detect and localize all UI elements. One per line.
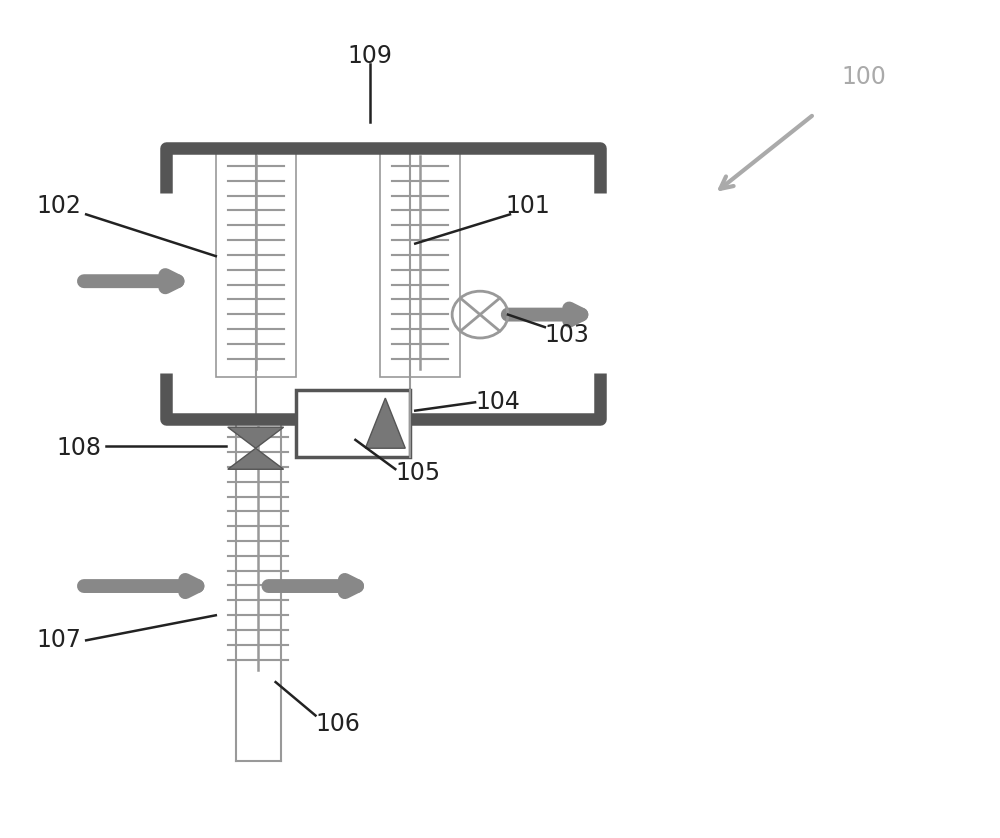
- Polygon shape: [228, 427, 284, 448]
- Text: 102: 102: [36, 194, 81, 218]
- Text: 107: 107: [36, 628, 81, 652]
- Text: 100: 100: [842, 65, 886, 89]
- Polygon shape: [365, 398, 405, 448]
- Bar: [216, 147, 296, 377]
- Polygon shape: [228, 448, 284, 469]
- Text: 106: 106: [316, 711, 360, 736]
- Bar: [296, 390, 410, 457]
- Bar: [380, 147, 460, 377]
- Text: 104: 104: [475, 391, 520, 414]
- Text: 105: 105: [395, 461, 440, 485]
- Text: 108: 108: [56, 437, 101, 460]
- Text: 109: 109: [348, 44, 393, 68]
- Text: 101: 101: [505, 194, 550, 218]
- Text: 103: 103: [545, 323, 590, 348]
